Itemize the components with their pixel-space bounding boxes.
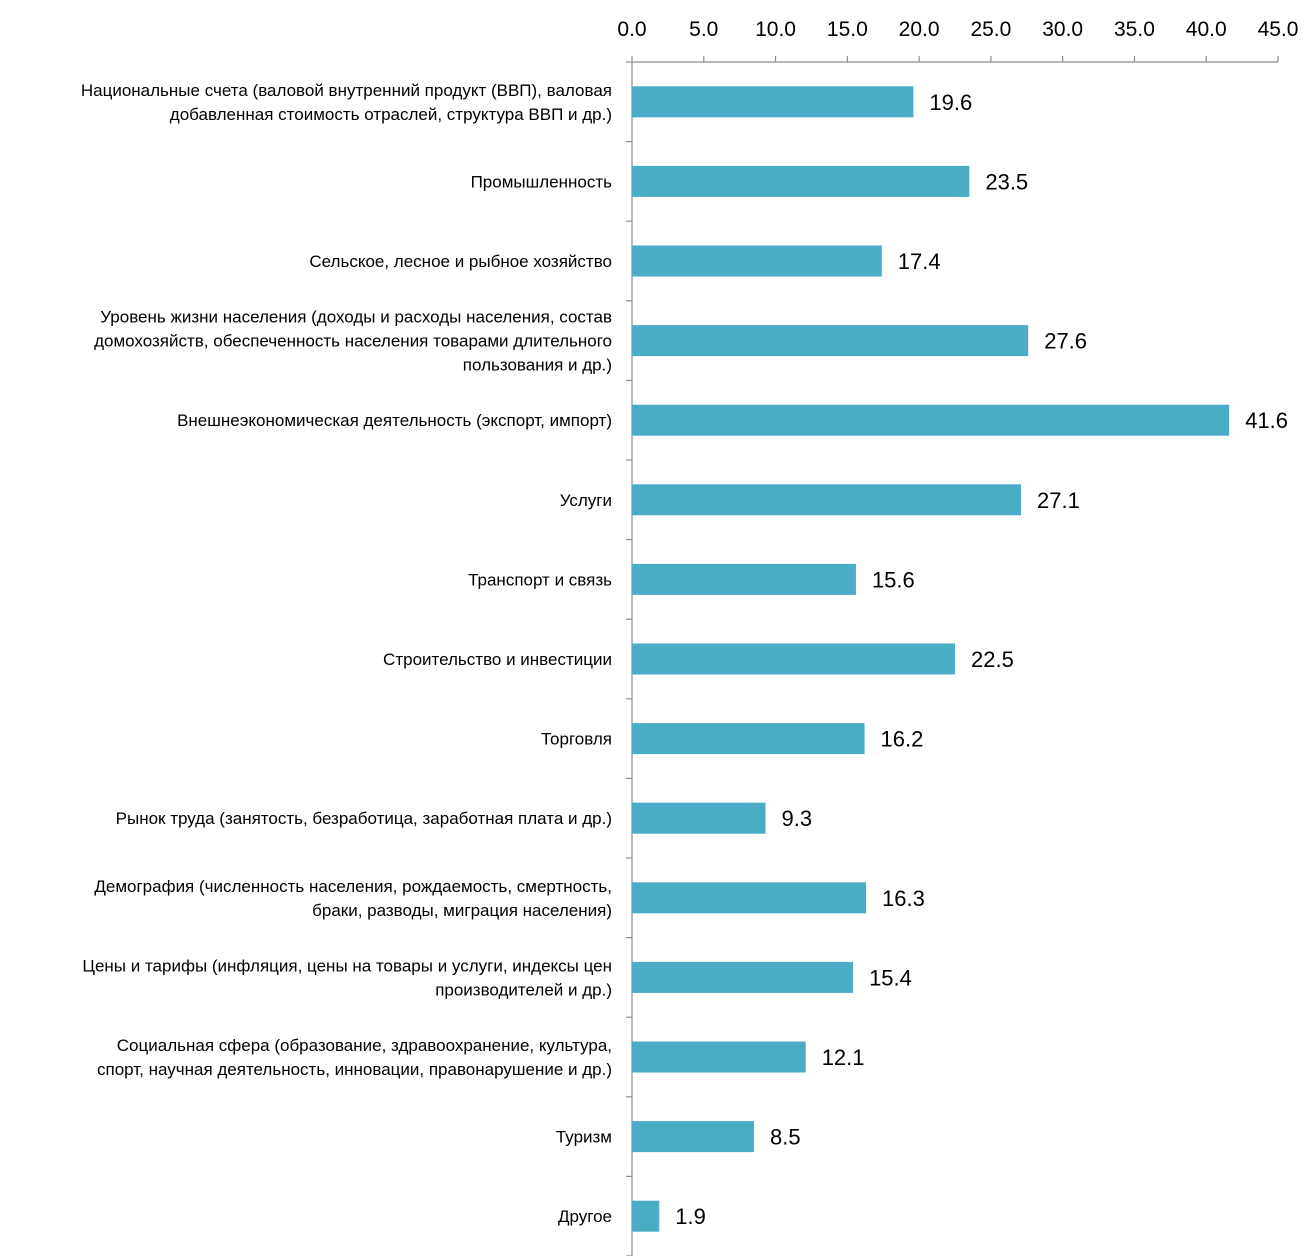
bar bbox=[632, 802, 766, 834]
data-labels: 19.6 23.5 17.4 27.6 41.6 27.1 15.6 22.5 16.2 9.3 1… bbox=[675, 90, 1288, 1229]
category-label: Туризм bbox=[556, 1128, 612, 1147]
bar bbox=[632, 882, 866, 914]
data-label: 8.5 bbox=[770, 1125, 801, 1150]
x-tick-label: 45.0 bbox=[1258, 18, 1299, 41]
bar bbox=[632, 961, 854, 993]
data-label: 15.6 bbox=[872, 567, 915, 592]
category-label: Транспорт и связь bbox=[468, 570, 612, 589]
bar bbox=[632, 86, 914, 118]
category-label: Промышленность bbox=[471, 172, 613, 191]
data-label: 9.3 bbox=[782, 806, 813, 831]
category-label: Торговля bbox=[541, 730, 612, 749]
bar bbox=[632, 1121, 755, 1153]
data-label: 27.1 bbox=[1037, 488, 1080, 513]
bar bbox=[632, 723, 865, 755]
data-label: 16.2 bbox=[881, 727, 924, 752]
data-label: 15.4 bbox=[869, 965, 912, 990]
bar bbox=[632, 165, 970, 197]
data-label: 12.1 bbox=[822, 1045, 865, 1070]
category-label: Рынок труда (занятость, безработица, зар… bbox=[116, 809, 612, 828]
category-labels: Национальные счета (валовой внутренний п… bbox=[81, 81, 612, 1226]
x-tick-label: 30.0 bbox=[1042, 18, 1083, 41]
data-label: 41.6 bbox=[1245, 408, 1288, 433]
category-label: Внешнеэкономическая деятельность (экспор… bbox=[177, 411, 612, 430]
data-label: 23.5 bbox=[985, 169, 1028, 194]
data-label: 16.3 bbox=[882, 886, 925, 911]
data-label: 19.6 bbox=[929, 90, 972, 115]
category-label: Цены и тарифы (инфляция, цены на товары … bbox=[82, 956, 612, 999]
category-label: Сельское, лесное и рыбное хозяйство bbox=[309, 252, 612, 271]
category-label: Уровень жизни населения (доходы и расход… bbox=[94, 308, 612, 375]
data-label: 22.5 bbox=[971, 647, 1014, 672]
bar bbox=[632, 1200, 660, 1232]
data-label: 27.6 bbox=[1044, 329, 1087, 354]
data-label: 1.9 bbox=[675, 1204, 706, 1229]
x-tick-label: 35.0 bbox=[1114, 18, 1155, 41]
x-tick-label: 40.0 bbox=[1186, 18, 1227, 41]
x-tick-label: 20.0 bbox=[899, 18, 940, 41]
category-label: Социальная сфера (образование, здравоохр… bbox=[97, 1036, 612, 1079]
bars bbox=[632, 86, 1230, 1232]
bar bbox=[632, 325, 1029, 357]
x-tick-label: 5.0 bbox=[689, 18, 718, 41]
bar bbox=[632, 563, 856, 595]
x-axis: 0.0 5.0 10.0 15.0 20.0 25.0 30.0 35.0 40.0 45.0 bbox=[617, 18, 1299, 63]
x-tick-label: 15.0 bbox=[827, 18, 868, 41]
y-axis bbox=[626, 61, 633, 1256]
bar bbox=[632, 484, 1022, 516]
category-label: Демография (численность населения, рожда… bbox=[94, 877, 612, 920]
x-tick-label: 10.0 bbox=[755, 18, 796, 41]
category-label: Услуги bbox=[560, 491, 612, 510]
data-label: 17.4 bbox=[898, 249, 941, 274]
bar bbox=[632, 643, 955, 675]
x-tick-label: 25.0 bbox=[970, 18, 1011, 41]
category-label: Другое bbox=[558, 1207, 612, 1226]
bar bbox=[632, 245, 882, 277]
bar bbox=[632, 1041, 806, 1073]
x-tick-label: 0.0 bbox=[617, 18, 646, 41]
bar bbox=[632, 404, 1230, 436]
category-label: Строительство и инвестиции bbox=[383, 650, 612, 669]
category-label: Национальные счета (валовой внутренний п… bbox=[81, 81, 612, 124]
